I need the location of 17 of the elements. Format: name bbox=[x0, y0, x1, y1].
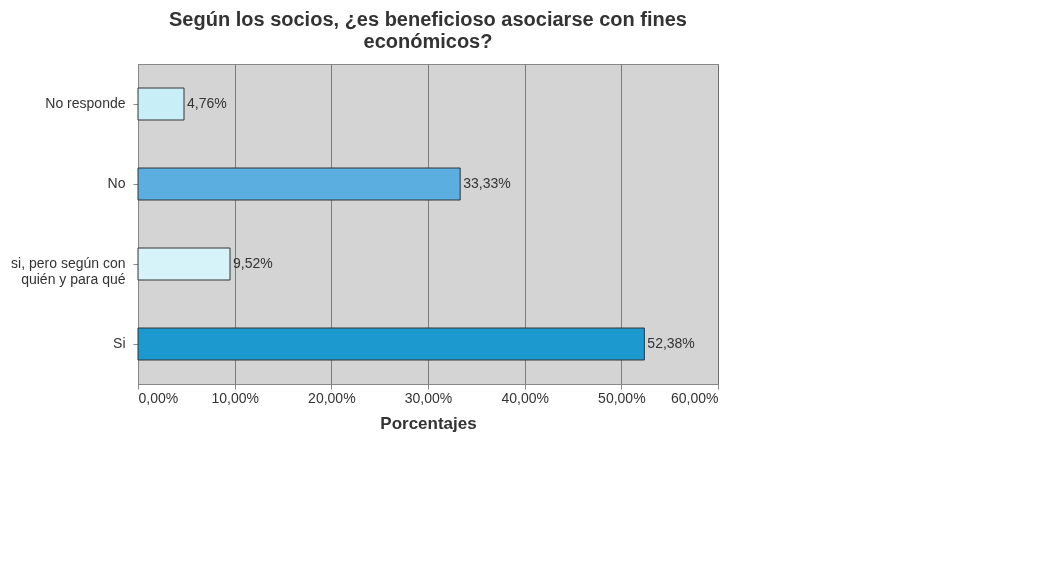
x-tick-label: 40,00% bbox=[501, 389, 549, 406]
x-tick-label: 50,00% bbox=[598, 389, 646, 406]
data-label: 52,38% bbox=[647, 335, 695, 351]
data-label: 9,52% bbox=[233, 255, 273, 271]
x-tick-label: 20,00% bbox=[308, 389, 356, 406]
y-tick-label: si, pero según con quién y para qué bbox=[11, 255, 126, 287]
x-tick-label: 30,00% bbox=[404, 389, 453, 406]
x-tick-label: 10,00% bbox=[211, 389, 259, 406]
y-tick-label: Si bbox=[113, 335, 126, 351]
data-label: 4,76% bbox=[187, 95, 227, 111]
x-tick-label: 0,00% bbox=[138, 389, 179, 406]
x-tick-label: 60,00% bbox=[671, 389, 719, 406]
y-tick-label: No responde bbox=[45, 95, 126, 111]
chart-title: Según los socios, ¿es beneficioso asociarse con fines económicos? bbox=[169, 8, 687, 52]
x-axis-title: Porcentajes bbox=[380, 413, 477, 433]
y-tick-label: No bbox=[107, 175, 126, 191]
data-label: 33,33% bbox=[463, 175, 511, 191]
